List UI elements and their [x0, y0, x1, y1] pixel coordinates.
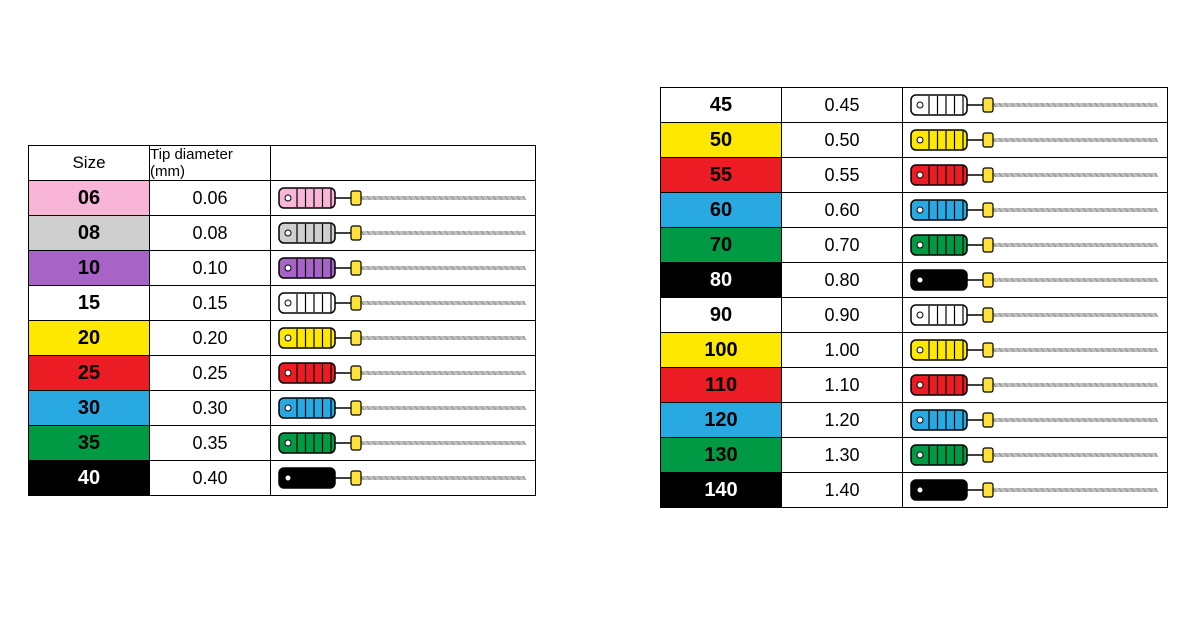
cell-tip-diameter: 0.25 [150, 356, 271, 390]
table-row: 20 0.20 [29, 321, 535, 356]
cell-tip-diameter: 1.30 [782, 438, 903, 472]
cell-file-illustration [903, 193, 1167, 227]
cell-file-illustration [903, 158, 1167, 192]
cell-tip-diameter: 0.70 [782, 228, 903, 262]
cell-tip-diameter: 0.40 [150, 461, 271, 495]
cell-size: 08 [29, 216, 150, 250]
cell-size: 60 [661, 193, 782, 227]
table-row: 50 0.50 [661, 123, 1167, 158]
cell-file-illustration [903, 333, 1167, 367]
table-row: 06 0.06 [29, 181, 535, 216]
cell-tip-diameter: 0.55 [782, 158, 903, 192]
cell-file-illustration [903, 228, 1167, 262]
table-row: 08 0.08 [29, 216, 535, 251]
cell-file-illustration [903, 298, 1167, 332]
cell-file-illustration [271, 356, 535, 390]
cell-size: 10 [29, 251, 150, 285]
cell-file-illustration [271, 321, 535, 355]
col-header-illustration [271, 146, 535, 180]
cell-tip-diameter: 0.50 [782, 123, 903, 157]
col-header-tip-diameter: Tip diameter (mm) [150, 146, 271, 180]
cell-size: 90 [661, 298, 782, 332]
cell-size: 35 [29, 426, 150, 460]
cell-size: 15 [29, 286, 150, 320]
cell-size: 140 [661, 473, 782, 507]
size-table-right: 45 0.45 50 0.50 55 0.55 [660, 87, 1168, 508]
table-row: 15 0.15 [29, 286, 535, 321]
cell-file-illustration [271, 251, 535, 285]
cell-tip-diameter: 1.40 [782, 473, 903, 507]
table-row: 30 0.30 [29, 391, 535, 426]
table-row: 100 1.00 [661, 333, 1167, 368]
cell-tip-diameter: 0.10 [150, 251, 271, 285]
cell-tip-diameter: 1.00 [782, 333, 903, 367]
cell-size: 06 [29, 181, 150, 215]
cell-file-illustration [271, 461, 535, 495]
cell-size: 20 [29, 321, 150, 355]
cell-size: 50 [661, 123, 782, 157]
cell-file-illustration [903, 473, 1167, 507]
table-row: 40 0.40 [29, 461, 535, 495]
table-row: 25 0.25 [29, 356, 535, 391]
table-row: 60 0.60 [661, 193, 1167, 228]
table-row: 90 0.90 [661, 298, 1167, 333]
cell-file-illustration [271, 391, 535, 425]
cell-size: 40 [29, 461, 150, 495]
cell-size: 25 [29, 356, 150, 390]
cell-tip-diameter: 0.60 [782, 193, 903, 227]
cell-size: 110 [661, 368, 782, 402]
cell-tip-diameter: 0.35 [150, 426, 271, 460]
cell-size: 30 [29, 391, 150, 425]
cell-file-illustration [903, 123, 1167, 157]
cell-tip-diameter: 1.10 [782, 368, 903, 402]
cell-size: 55 [661, 158, 782, 192]
table-row: 70 0.70 [661, 228, 1167, 263]
cell-tip-diameter: 0.90 [782, 298, 903, 332]
cell-size: 100 [661, 333, 782, 367]
cell-file-illustration [271, 181, 535, 215]
cell-size: 130 [661, 438, 782, 472]
cell-file-illustration [903, 438, 1167, 472]
cell-size: 45 [661, 88, 782, 122]
table-row: 10 0.10 [29, 251, 535, 286]
size-table-left: Size Tip diameter (mm) 06 0.06 08 0.08 1… [28, 145, 536, 496]
table-row: 80 0.80 [661, 263, 1167, 298]
cell-file-illustration [903, 368, 1167, 402]
table-row: 130 1.30 [661, 438, 1167, 473]
col-header-size: Size [29, 146, 150, 180]
cell-size: 120 [661, 403, 782, 437]
cell-tip-diameter: 1.20 [782, 403, 903, 437]
table-row: 55 0.55 [661, 158, 1167, 193]
table-header: Size Tip diameter (mm) [29, 146, 535, 181]
cell-tip-diameter: 0.15 [150, 286, 271, 320]
table-row: 110 1.10 [661, 368, 1167, 403]
cell-tip-diameter: 0.20 [150, 321, 271, 355]
cell-tip-diameter: 0.80 [782, 263, 903, 297]
cell-file-illustration [271, 216, 535, 250]
cell-tip-diameter: 0.06 [150, 181, 271, 215]
table-row: 45 0.45 [661, 88, 1167, 123]
cell-tip-diameter: 0.30 [150, 391, 271, 425]
cell-tip-diameter: 0.08 [150, 216, 271, 250]
cell-file-illustration [271, 286, 535, 320]
table-row: 120 1.20 [661, 403, 1167, 438]
table-row: 140 1.40 [661, 473, 1167, 507]
cell-file-illustration [903, 88, 1167, 122]
table-row: 35 0.35 [29, 426, 535, 461]
cell-size: 70 [661, 228, 782, 262]
cell-file-illustration [903, 263, 1167, 297]
cell-size: 80 [661, 263, 782, 297]
cell-tip-diameter: 0.45 [782, 88, 903, 122]
cell-file-illustration [271, 426, 535, 460]
cell-file-illustration [903, 403, 1167, 437]
